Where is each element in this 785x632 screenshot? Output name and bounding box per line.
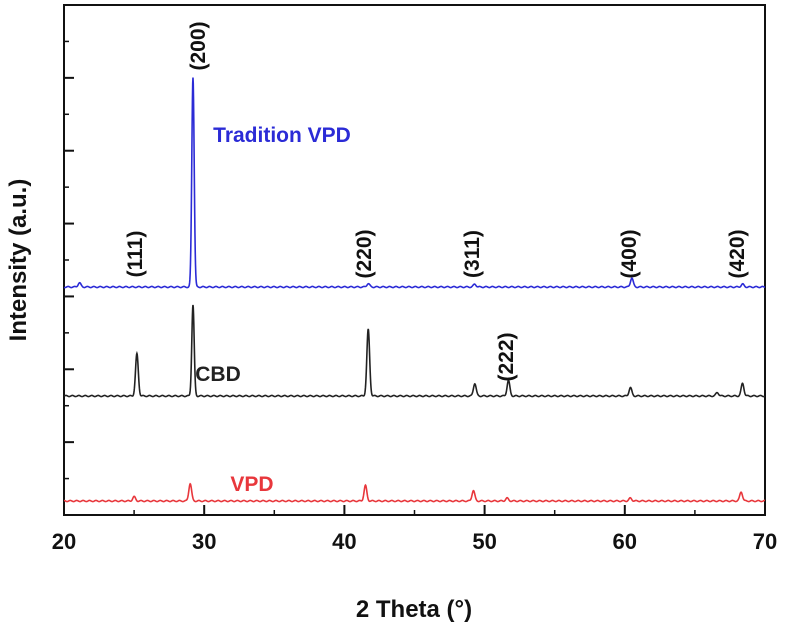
peak-annotation: (420) [726, 229, 749, 278]
x-tick-label: 50 [472, 529, 496, 554]
x-tick-label: 30 [192, 529, 216, 554]
x-tick-label: 70 [753, 529, 777, 554]
peak-annotation: (200) [187, 21, 210, 70]
x-axis-title: 2 Theta (°) [356, 596, 472, 623]
series-label: VPD [230, 473, 273, 496]
annotation-layer: (111) (200) (220) (311) (400) (420) (222) [124, 21, 749, 381]
plot-frame [63, 4, 766, 516]
series-line-cbd [63, 304, 766, 398]
x-axis: 20 30 40 50 60 70 [52, 505, 777, 554]
peak-annotation: (111) [124, 231, 147, 278]
peak-annotation: (222) [495, 332, 518, 381]
peak-annotation: (400) [618, 229, 641, 278]
x-tick-label: 40 [332, 529, 356, 554]
peak-annotation: (311) [461, 230, 484, 278]
y-axis [64, 40, 74, 480]
series-line-vpd [63, 482, 766, 503]
x-tick-label: 20 [52, 529, 76, 554]
series-label: CBD [195, 363, 241, 386]
y-axis-title: Intensity (a.u.) [5, 179, 32, 342]
series-line-tradition-vpd [63, 77, 766, 289]
peak-annotation: (220) [353, 229, 376, 278]
series-layer: Tradition VPD CBD VPD [63, 77, 766, 503]
x-tick-label: 60 [613, 529, 637, 554]
series-label: Tradition VPD [213, 124, 351, 147]
